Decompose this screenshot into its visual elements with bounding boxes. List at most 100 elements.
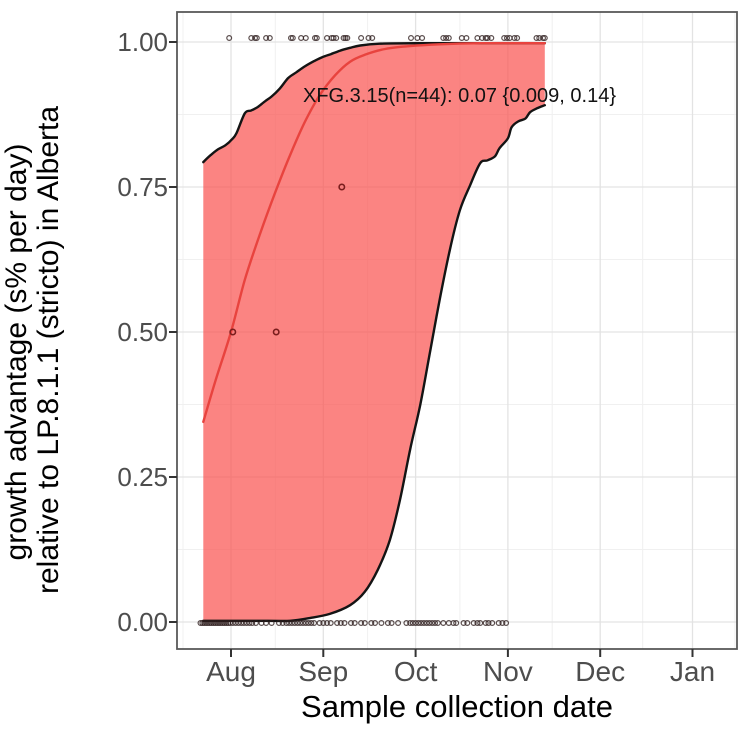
rug-point-bottom bbox=[311, 619, 318, 626]
rug-point-bottom bbox=[279, 619, 286, 626]
rug-point-bottom bbox=[388, 619, 395, 626]
fitted-line bbox=[202, 41, 546, 424]
rug-point-top bbox=[541, 34, 548, 41]
rug-point-bottom bbox=[197, 619, 204, 626]
rug-point-top bbox=[266, 34, 273, 41]
rug-point-bottom bbox=[201, 619, 208, 626]
rug-point-bottom bbox=[482, 619, 489, 626]
rug-point-bottom bbox=[232, 619, 239, 626]
rug-point-bottom bbox=[450, 619, 457, 626]
rug-point-bottom bbox=[426, 619, 433, 626]
rug-point-top bbox=[248, 34, 255, 41]
rug-point-bottom bbox=[384, 619, 391, 626]
ci-lower-line bbox=[202, 104, 546, 623]
rug-point-top bbox=[533, 34, 540, 41]
rug-point-bottom bbox=[407, 619, 414, 626]
rug-point-bottom bbox=[297, 619, 304, 626]
data-point bbox=[338, 183, 346, 191]
rug-point-bottom bbox=[432, 619, 439, 626]
rug-point-bottom bbox=[276, 619, 283, 626]
rug-point-bottom bbox=[418, 619, 425, 626]
rug-point-bottom bbox=[460, 619, 467, 626]
rug-point-bottom bbox=[235, 619, 242, 626]
rug-point-bottom bbox=[288, 619, 295, 626]
x-tick-label: Sep bbox=[298, 656, 349, 687]
x-tick-label: Aug bbox=[206, 656, 256, 687]
rug-point-top bbox=[344, 34, 351, 41]
y-tick-label: 0.75 bbox=[117, 172, 168, 202]
rug-point-bottom bbox=[453, 619, 460, 626]
rug-point-top bbox=[443, 34, 450, 41]
rug-point-bottom bbox=[302, 619, 309, 626]
rug-point-bottom bbox=[485, 619, 492, 626]
ci-ribbon bbox=[203, 43, 545, 622]
rug-point-top bbox=[440, 34, 447, 41]
rug-point-bottom bbox=[341, 619, 348, 626]
data-point bbox=[272, 328, 280, 336]
rug-point-top bbox=[488, 34, 495, 41]
rug-point-bottom bbox=[305, 619, 312, 626]
rug-point-top bbox=[369, 34, 376, 41]
rug-point-bottom bbox=[395, 619, 402, 626]
rug-point-bottom bbox=[499, 619, 506, 626]
rug-point-bottom bbox=[229, 619, 236, 626]
y-tick-label: 1.00 bbox=[117, 27, 168, 57]
rug-point-bottom bbox=[238, 619, 245, 626]
rug-point-top bbox=[501, 34, 508, 41]
rug-point-top bbox=[358, 34, 365, 41]
rug-point-top bbox=[536, 34, 543, 41]
panel-border bbox=[176, 11, 738, 650]
x-tick-label: Jan bbox=[669, 656, 716, 687]
rug-point-top bbox=[484, 34, 491, 41]
rug-point-bottom bbox=[217, 619, 224, 626]
rug-point-bottom bbox=[268, 619, 275, 626]
rug-point-bottom bbox=[440, 619, 447, 626]
x-tick-label: Dec bbox=[575, 656, 626, 687]
rug-point-bottom bbox=[300, 619, 307, 626]
rug-point-bottom bbox=[503, 619, 510, 626]
y-tick-label: 0.25 bbox=[117, 462, 168, 492]
rug-point-bottom bbox=[420, 619, 427, 626]
rug-point-bottom bbox=[361, 619, 368, 626]
y-axis-title-line1: growth advantage (s% per day) bbox=[0, 143, 33, 561]
y-tick-label: 0.50 bbox=[117, 317, 168, 347]
rug-point-bottom bbox=[351, 619, 358, 626]
rug-point-bottom bbox=[240, 619, 247, 626]
rug-point-top bbox=[330, 34, 337, 41]
x-tick-label: Oct bbox=[393, 656, 438, 687]
rug-point-top bbox=[313, 34, 320, 41]
rug-point-top bbox=[419, 34, 426, 41]
rug-point-top bbox=[263, 34, 270, 41]
rug-point-bottom bbox=[464, 619, 471, 626]
rug-point-bottom bbox=[294, 619, 301, 626]
rug-point-bottom bbox=[227, 619, 234, 626]
rug-point-top bbox=[365, 34, 372, 41]
annotation-label: XFG.3.15(n=44): 0.07 {0.009, 0.14} bbox=[303, 85, 617, 107]
rug-point-bottom bbox=[291, 619, 298, 626]
rug-point-bottom bbox=[358, 619, 365, 626]
rug-point-top bbox=[289, 34, 296, 41]
rug-point-bottom bbox=[409, 619, 416, 626]
rug-point-bottom bbox=[423, 619, 430, 626]
rug-point-bottom bbox=[378, 619, 385, 626]
rug-point-top bbox=[514, 34, 521, 41]
rug-point-bottom bbox=[368, 619, 375, 626]
rug-point-bottom bbox=[249, 619, 256, 626]
rug-point-top bbox=[408, 34, 415, 41]
ci-upper-line bbox=[202, 41, 546, 164]
x-tick-label: Nov bbox=[482, 656, 533, 687]
x-axis-title: Sample collection date bbox=[301, 689, 613, 724]
rug-point-bottom bbox=[415, 619, 422, 626]
rug-point-bottom bbox=[327, 619, 334, 626]
rug-point-bottom bbox=[403, 619, 410, 626]
rug-point-top bbox=[333, 34, 340, 41]
rug-point-bottom bbox=[204, 619, 211, 626]
rug-point-bottom bbox=[337, 619, 344, 626]
rug-point-top bbox=[482, 34, 489, 41]
rug-point-bottom bbox=[474, 619, 481, 626]
rug-point-bottom bbox=[316, 619, 323, 626]
rug-point-top bbox=[253, 34, 260, 41]
rug-point-bottom bbox=[495, 619, 502, 626]
